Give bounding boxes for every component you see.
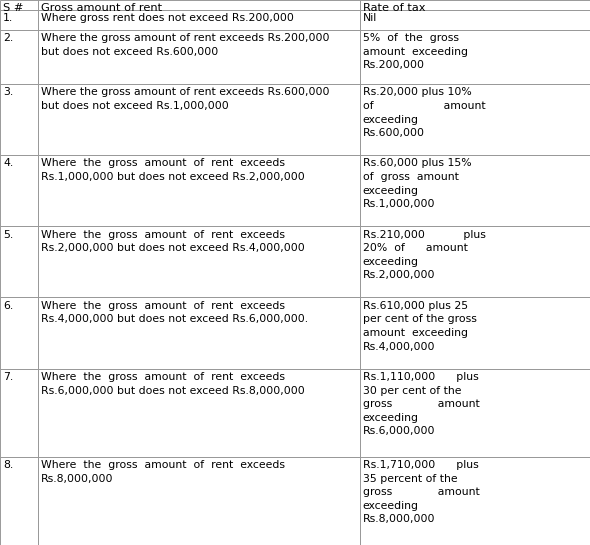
- Text: Where the gross amount of rent exceeds Rs.200,000
but does not exceed Rs.600,000: Where the gross amount of rent exceeds R…: [41, 33, 330, 57]
- Bar: [38, 10, 360, 30]
- Bar: [0, 0, 38, 10]
- Text: Rs.60,000 plus 15%
of  gross  amount
exceeding
Rs.1,000,000: Rs.60,000 plus 15% of gross amount excee…: [363, 159, 471, 209]
- Text: Where  the  gross  amount  of  rent  exceeds
Rs.6,000,000 but does not exceed Rs: Where the gross amount of rent exceeds R…: [41, 372, 305, 396]
- Bar: [38, 226, 360, 298]
- Text: 8.: 8.: [3, 460, 13, 470]
- Bar: [360, 226, 590, 298]
- Bar: [360, 0, 590, 10]
- Text: Where  the  gross  amount  of  rent  exceeds
Rs.8,000,000: Where the gross amount of rent exceeds R…: [41, 460, 286, 484]
- Bar: [38, 0, 360, 10]
- Bar: [0, 368, 38, 457]
- Bar: [38, 30, 360, 84]
- Text: Where  the  gross  amount  of  rent  exceeds
Rs.1,000,000 but does not exceed Rs: Where the gross amount of rent exceeds R…: [41, 159, 305, 182]
- Bar: [360, 368, 590, 457]
- Text: Rate of tax: Rate of tax: [363, 3, 425, 13]
- Bar: [0, 10, 38, 30]
- Bar: [0, 298, 38, 368]
- Bar: [360, 457, 590, 545]
- Bar: [0, 84, 38, 155]
- Bar: [360, 30, 590, 84]
- Text: Where gross rent does not exceed Rs.200,000: Where gross rent does not exceed Rs.200,…: [41, 13, 294, 23]
- Text: Rs.20,000 plus 10%
of                    amount
exceeding
Rs.600,000: Rs.20,000 plus 10% of amount exceeding R…: [363, 87, 486, 138]
- Text: Rs.610,000 plus 25
per cent of the gross
amount  exceeding
Rs.4,000,000: Rs.610,000 plus 25 per cent of the gross…: [363, 301, 477, 352]
- Text: Gross amount of rent: Gross amount of rent: [41, 3, 162, 13]
- Text: Nil: Nil: [363, 13, 377, 23]
- Text: Where  the  gross  amount  of  rent  exceeds
Rs.4,000,000 but does not exceed Rs: Where the gross amount of rent exceeds R…: [41, 301, 309, 324]
- Text: Rs.1,710,000      plus
35 percent of the
gross             amount
exceeding
Rs.8: Rs.1,710,000 plus 35 percent of the gros…: [363, 460, 480, 524]
- Text: S #: S #: [3, 3, 24, 13]
- Bar: [0, 457, 38, 545]
- Text: Where  the  gross  amount  of  rent  exceeds
Rs.2,000,000 but does not exceed Rs: Where the gross amount of rent exceeds R…: [41, 229, 305, 253]
- Bar: [38, 84, 360, 155]
- Bar: [38, 368, 360, 457]
- Bar: [38, 457, 360, 545]
- Text: 5.: 5.: [3, 229, 13, 240]
- Bar: [0, 226, 38, 298]
- Bar: [360, 298, 590, 368]
- Text: 7.: 7.: [3, 372, 13, 382]
- Text: 4.: 4.: [3, 159, 13, 168]
- Bar: [360, 84, 590, 155]
- Text: Rs.1,110,000      plus
30 per cent of the
gross             amount
exceeding
Rs.: Rs.1,110,000 plus 30 per cent of the gro…: [363, 372, 480, 437]
- Text: 2.: 2.: [3, 33, 13, 43]
- Bar: [360, 155, 590, 226]
- Text: Where the gross amount of rent exceeds Rs.600,000
but does not exceed Rs.1,000,0: Where the gross amount of rent exceeds R…: [41, 87, 330, 111]
- Bar: [0, 30, 38, 84]
- Bar: [38, 155, 360, 226]
- Bar: [38, 298, 360, 368]
- Bar: [360, 10, 590, 30]
- Text: 3.: 3.: [3, 87, 13, 98]
- Text: 5%  of  the  gross
amount  exceeding
Rs.200,000: 5% of the gross amount exceeding Rs.200,…: [363, 33, 468, 70]
- Text: Rs.210,000           plus
20%  of      amount
exceeding
Rs.2,000,000: Rs.210,000 plus 20% of amount exceeding …: [363, 229, 486, 281]
- Text: 6.: 6.: [3, 301, 13, 311]
- Bar: [0, 155, 38, 226]
- Text: 1.: 1.: [3, 13, 13, 23]
